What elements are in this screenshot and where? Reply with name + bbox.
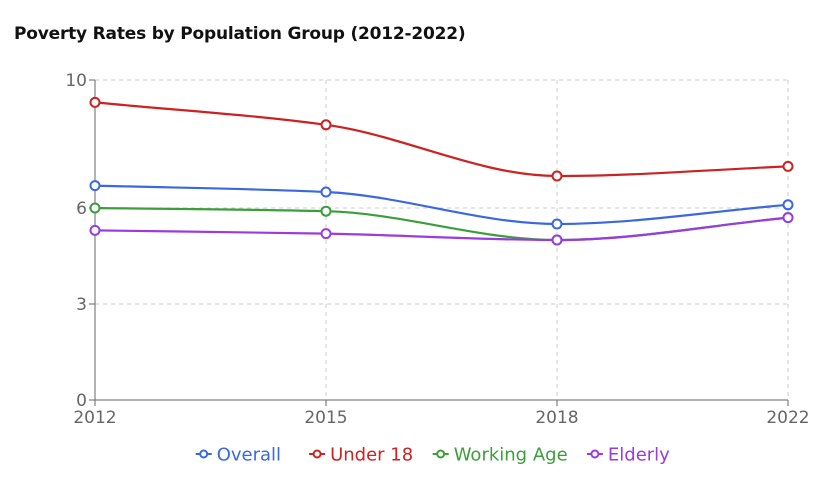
chart-title: Poverty Rates by Population Group (2012-… (14, 24, 466, 44)
data-point-under-18 (320, 119, 332, 131)
data-point-elderly (551, 234, 563, 246)
y-tick-label: 3 (76, 295, 87, 315)
series-line-under-18 (94, 101, 789, 178)
data-point-working-age (89, 202, 101, 214)
data-point-overall (551, 218, 563, 230)
x-tick-label: 2012 (73, 408, 116, 428)
legend-marker-under-18 (312, 449, 322, 459)
axes: 0 3 6 10 2012 2015 2018 2022 (65, 71, 809, 428)
legend-marker-overall (199, 449, 209, 459)
legend-label-under-18: Under 18 (330, 445, 413, 466)
series-line-working-age (94, 206, 789, 242)
data-point-under-18 (89, 96, 101, 108)
y-tick-label: 6 (76, 199, 87, 219)
legend-marker-working-age (436, 449, 446, 459)
series-line-elderly (94, 216, 789, 242)
data-point-overall (320, 186, 332, 198)
data-point-working-age (320, 205, 332, 217)
y-tick-label: 0 (76, 391, 87, 411)
legend-marker-elderly (590, 449, 600, 459)
series-layer (89, 96, 794, 246)
legend-label-overall: Overall (217, 445, 281, 466)
data-point-elderly (320, 228, 332, 240)
legend-label-elderly: Elderly (608, 445, 670, 466)
series-line-overall (94, 184, 789, 226)
x-tick-label: 2015 (304, 408, 347, 428)
x-tick-label: 2018 (535, 408, 578, 428)
data-point-under-18 (782, 160, 794, 172)
x-tick-label: 2022 (766, 408, 809, 428)
legend-label-working-age: Working Age (454, 445, 568, 466)
legend: Overall Under 18 Working Age Elderly (195, 445, 670, 466)
data-point-elderly (782, 212, 794, 224)
grid-lines (95, 79, 789, 400)
data-point-overall (89, 180, 101, 192)
y-tick-label: 10 (65, 71, 87, 91)
data-point-under-18 (551, 170, 563, 182)
data-point-elderly (89, 224, 101, 236)
data-point-overall (782, 199, 794, 211)
